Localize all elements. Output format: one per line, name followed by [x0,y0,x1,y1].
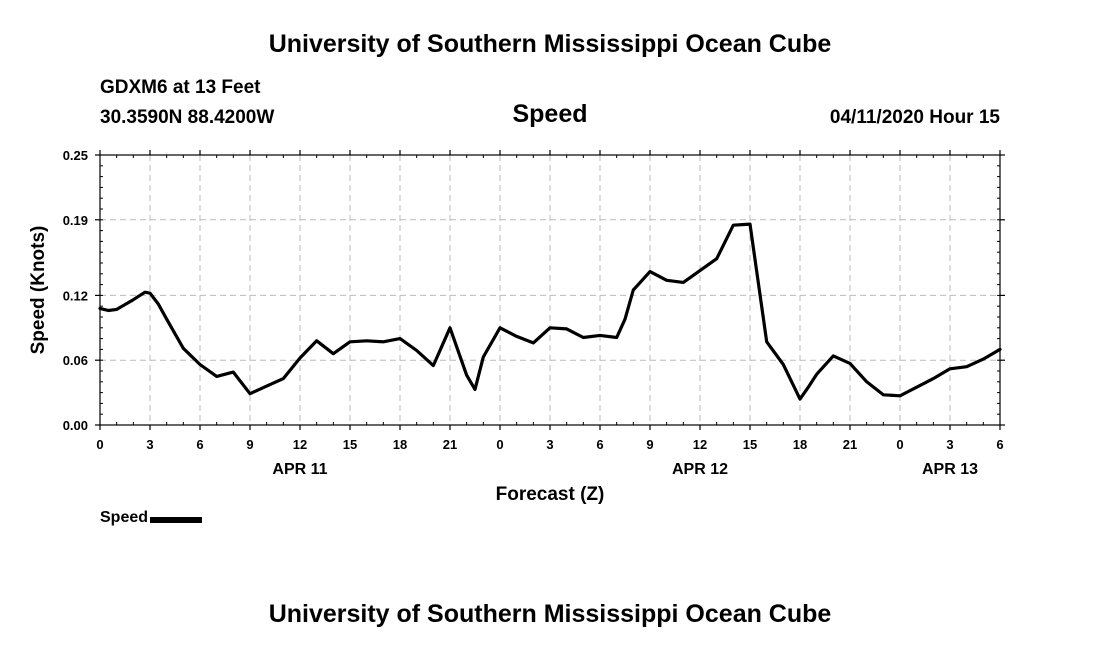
forecast-datetime: 04/11/2020 Hour 15 [829,107,1000,128]
x-tick-label: 0 [96,437,103,452]
y-tick-label: 0.25 [63,148,88,163]
y-tick-label: 0.12 [63,288,88,303]
x-tick-label: 21 [443,437,457,452]
x-tick-label: 3 [146,437,153,452]
x-tick-label: 3 [546,437,553,452]
x-tick-label: 15 [343,437,357,452]
x-tick-label: 12 [293,437,307,452]
x-tick-label: 6 [596,437,603,452]
x-tick-label: 18 [393,437,407,452]
x-tick-label: 0 [496,437,503,452]
date-labels: APR 11 APR 12 APR 13 [272,461,978,478]
x-tick-label: 21 [843,437,857,452]
x-axis-title: Forecast (Z) [496,484,605,505]
y-tick-label: 0.19 [63,213,88,228]
x-tick-label: 18 [793,437,807,452]
date-label: APR 13 [922,461,978,478]
station-coordinates: 30.3590N 88.4200W [100,107,275,128]
x-tick-label: 6 [196,437,203,452]
speed-series-line [98,222,1002,401]
y-tick-label: 0.00 [63,418,88,433]
x-axis-ticks: 0 3 6 9 12 15 18 21 0 3 6 9 12 15 18 21 0 3 6 [96,150,1004,452]
chart-header-title: University of Southern Mississippi Ocean… [268,30,832,58]
y-axis-title: Speed (Knots) [28,226,49,355]
x-tick-label: 0 [896,437,903,452]
y-axis-ticks: 0.00 0.06 0.12 0.19 0.25 [63,148,1005,433]
date-label: APR 12 [672,461,728,478]
chart-footer-title: University of Southern Mississippi Ocean… [268,600,832,628]
station-label: GDXM6 at 13 Feet [100,77,261,98]
x-tick-label: 9 [646,437,653,452]
legend-swatch [150,517,203,523]
chart-title: Speed [512,100,588,128]
x-tick-label: 6 [996,437,1003,452]
y-tick-label: 0.06 [63,353,88,368]
x-tick-label: 15 [743,437,757,452]
x-tick-label: 9 [246,437,253,452]
x-tick-label: 12 [693,437,707,452]
chart-legend: Speed [100,509,203,527]
grid-layer [100,155,1000,425]
legend-label: Speed [100,509,149,526]
date-label: APR 11 [272,461,327,478]
x-tick-label: 3 [946,437,953,452]
